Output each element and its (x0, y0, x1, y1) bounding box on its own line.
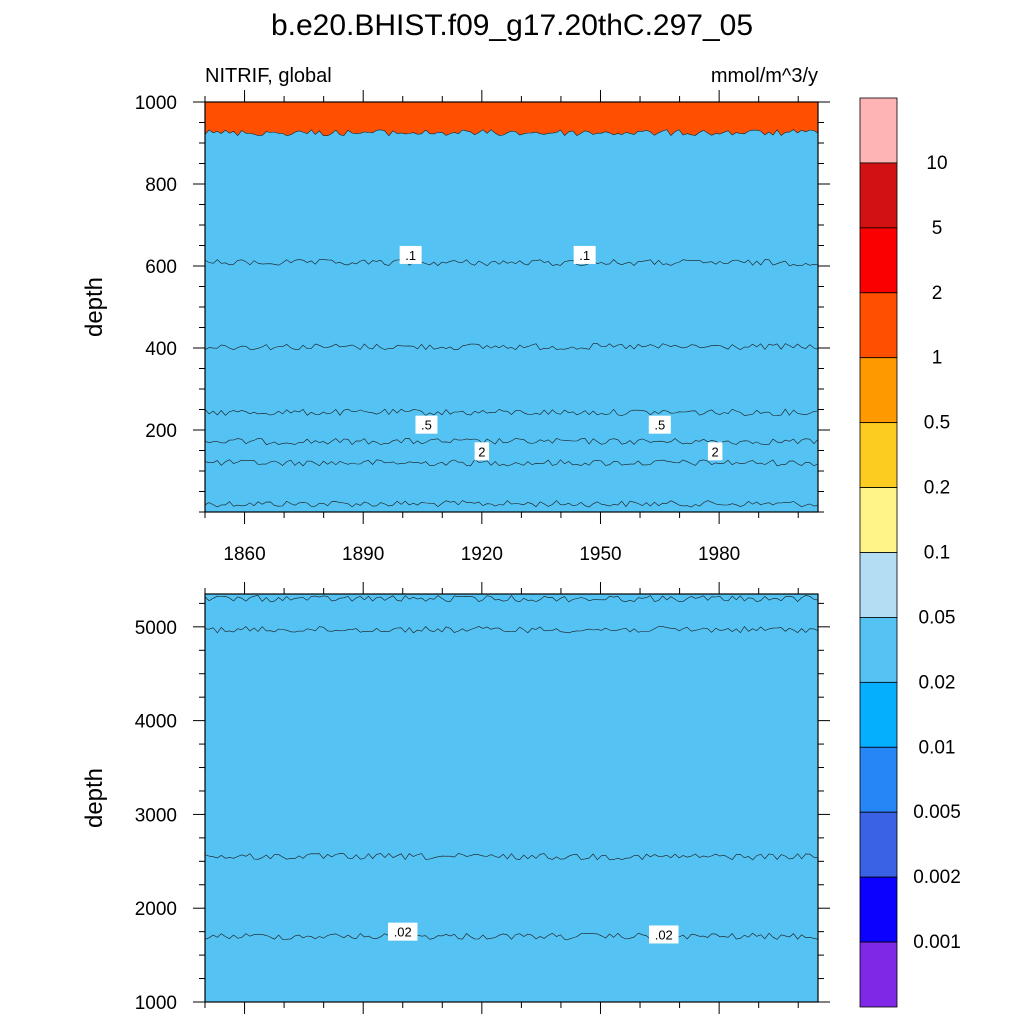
subtitle-variable: NITRIF, global (205, 65, 332, 87)
contour-label-box (573, 245, 596, 264)
colorbar-label: 5 (932, 218, 943, 239)
colorbar-swatch (859, 876, 898, 943)
contour-line (204, 500, 819, 508)
contour-line (204, 129, 819, 137)
y-tick-label: 1000 (135, 993, 177, 1014)
x-tick-label: 1920 (461, 544, 503, 565)
colorbar-label: 0.002 (913, 867, 961, 888)
contour-label-box (474, 442, 490, 461)
contour-label-text: 2 (478, 444, 485, 459)
colorbar-label: 0.02 (919, 672, 956, 693)
y-tick-label: 2000 (135, 899, 177, 920)
contour-label-box (399, 245, 422, 264)
contour-label-text: .02 (394, 925, 412, 940)
contour-line (204, 932, 819, 940)
colorbar-swatch (859, 617, 898, 683)
x-tick-label: 1890 (342, 544, 384, 565)
contour-line (204, 459, 819, 467)
chart-title: b.e20.BHIST.f09_g17.20thC.297_05 (271, 9, 753, 42)
y-tick-label: 800 (145, 175, 177, 196)
colorbar-label: 0.005 (913, 802, 961, 823)
y-tick-label: 400 (145, 339, 177, 360)
contour-label: .02 (387, 922, 418, 941)
x-tick-label: 1950 (579, 544, 621, 565)
contour-label: .1 (399, 245, 422, 264)
contour-label-box (387, 922, 418, 941)
contour-line (204, 853, 819, 861)
contour-line (204, 343, 819, 351)
contour-label-text: .5 (421, 418, 432, 433)
colorbar-label: 10 (926, 153, 947, 174)
y-axis-label: depth (81, 768, 108, 828)
colorbar-label: 0.05 (919, 607, 956, 628)
colorbar-swatch (859, 746, 898, 813)
contour-panels: 200 400 600 800 1000 1860 1890 1920 1950 1980 dept… (81, 90, 830, 1014)
x-tick-label: 1860 (223, 544, 265, 565)
y-tick-label: 200 (145, 421, 177, 442)
contour-label-text: .5 (654, 418, 665, 433)
contour-band-0.02-0.05 (204, 129, 819, 513)
colorbar-label: 0.1 (924, 543, 950, 564)
colorbar-swatch (859, 357, 898, 424)
colorbar: 10 5 2 1 0.5 0.2 0.1 0.05 0.02 0.01 0.005 0.002 0.00… (859, 97, 961, 1008)
contour-line (204, 408, 819, 416)
colorbar-label: 0.01 (919, 737, 956, 758)
contour-line (204, 259, 819, 267)
colorbar-label: 1 (932, 348, 943, 369)
y-tick-label: 3000 (135, 805, 177, 826)
colorbar-swatch (859, 97, 898, 164)
colorbar-label: 0.5 (924, 413, 950, 434)
contour-label-text: .1 (405, 248, 416, 263)
contour-label-text: .1 (579, 248, 590, 263)
contour-label: .1 (573, 245, 596, 264)
colorbar-swatch (859, 941, 898, 1008)
plot-frame (204, 593, 819, 1003)
colorbar-swatch (859, 681, 898, 748)
colorbar-swatch (859, 552, 898, 618)
panel-lower: 1000 2000 3000 4000 5000 depth .02 .02 (81, 582, 830, 1014)
contour-line (204, 625, 819, 634)
y-axis-label: depth (81, 277, 108, 337)
contour-line (204, 595, 819, 603)
contour-label-box (707, 442, 723, 461)
contour-line (204, 437, 819, 446)
colorbar-swatch (859, 292, 898, 359)
contour-label: 2 (707, 442, 723, 461)
colorbar-swatch (859, 487, 898, 553)
colorbar-label: 2 (932, 283, 943, 304)
contour-label-text: 2 (712, 444, 719, 459)
colorbar-label: 0.2 (924, 478, 950, 499)
y-tick-label: 1000 (135, 93, 177, 114)
x-tick-label: 1980 (698, 544, 740, 565)
colorbar-swatch (859, 227, 898, 294)
subtitle-units: mmol/m^3/y (711, 65, 818, 87)
contour-label-box (415, 415, 438, 434)
contour-label: .5 (415, 415, 438, 434)
panel-upper: 200 400 600 800 1000 1860 1890 1920 1950 1980 dept… (81, 90, 830, 565)
y-tick-label: 600 (145, 257, 177, 278)
y-tick-label: 4000 (135, 712, 177, 733)
colorbar-swatch (859, 811, 898, 878)
colorbar-swatch (859, 162, 898, 229)
contour-label-box (649, 925, 679, 944)
colorbar-swatch (859, 422, 898, 488)
y-tick-label: 5000 (135, 618, 177, 639)
colorbar-label: 0.001 (913, 932, 961, 953)
contour-label-box (648, 415, 671, 434)
contour-label: .02 (649, 925, 679, 944)
contour-label: .5 (648, 415, 671, 434)
contour-band-0.02-0.05 (204, 595, 819, 1003)
contour-label: 2 (474, 442, 490, 461)
contour-label-text: .02 (655, 927, 673, 942)
